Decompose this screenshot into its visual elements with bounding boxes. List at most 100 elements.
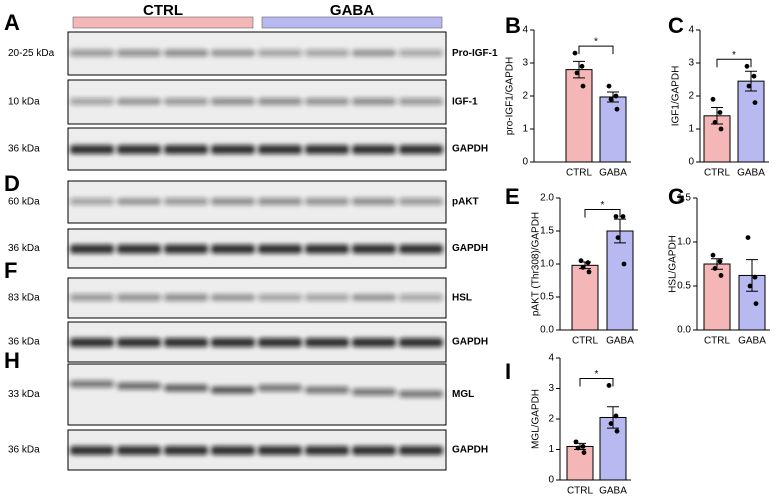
data-point [586,269,592,275]
band [258,98,302,105]
band-label: MGL [452,389,474,400]
bar [599,96,627,163]
y-tick-label: 1.0 [540,259,554,270]
y-axis-label: pro-IGF1/GAPDH [505,57,516,135]
band-label: GAPDH [452,337,488,348]
band [164,446,208,455]
bar [566,445,594,481]
band [305,145,349,154]
band [117,338,161,347]
data-point [712,266,718,271]
x-tick-label: CTRL [704,336,731,347]
data-point [745,235,751,241]
band [70,380,114,388]
error-bar [745,70,757,92]
bands [70,198,443,205]
x-tick-label: CTRL [704,168,731,179]
data-point [614,428,620,434]
data-point [710,96,716,102]
band [70,244,114,254]
band [258,294,302,301]
data-point [608,421,614,426]
data-point [613,93,619,99]
y-tick-label: 1.5 [677,193,691,204]
band [117,145,161,154]
data-point [580,83,586,89]
data-point [585,260,591,266]
y-axis-label: MGL/GAPDH [531,389,542,449]
bands [70,294,443,301]
y-tick-label: 2 [688,91,694,102]
band [305,294,349,301]
y-axis-label: pAKT (Thr308)/GAPDH [531,212,542,316]
bands [70,380,443,398]
band [164,244,208,254]
data-point [717,258,723,264]
significance-label: * [595,369,599,380]
significance-label: * [594,37,598,48]
x-tick-label: GABA [738,336,766,347]
x-tick-label: GABA [737,168,765,179]
band-label: pAKT [452,197,479,208]
y-tick-label: 1 [688,124,694,135]
band [211,49,255,57]
bar [606,230,634,331]
band [258,198,302,205]
y-tick-label: 0 [688,157,694,168]
band [352,338,396,347]
group-bar [261,16,443,29]
band [352,446,396,455]
band [211,386,255,394]
band [70,145,114,154]
significance-bracket [579,377,614,387]
data-point [613,214,619,219]
band [352,388,396,396]
band [305,198,349,205]
bar [571,264,599,331]
data-point [581,450,587,455]
panel-letter: F [4,258,17,283]
data-point [573,439,579,445]
band [164,98,208,105]
y-tick-label: 3 [522,58,528,69]
band [164,49,208,57]
band [164,145,208,154]
band [258,384,302,392]
group-bar [72,16,254,29]
y-tick-label: 1 [522,124,528,135]
x-tick-label: GABA [599,168,627,179]
bands [70,98,443,105]
band [164,384,208,392]
band [352,244,396,254]
band [305,244,349,254]
data-point [751,73,757,79]
band [211,98,255,105]
significance-label: * [732,50,736,61]
significance-bracket [578,45,614,55]
band [399,244,443,254]
y-tick-label: 0.5 [540,292,554,303]
band-label: IGF-1 [452,97,478,108]
band [211,294,255,301]
y-tick-label: 0 [548,475,554,486]
band [70,49,114,57]
panel-letter: B [505,13,521,38]
band [399,98,443,105]
data-point [718,126,724,132]
y-tick-label: 2 [522,91,528,102]
band [258,145,302,154]
band [305,49,349,57]
y-tick-label: 4 [688,25,694,36]
band [117,49,161,57]
significance-bracket [716,58,752,68]
band [164,198,208,205]
data-point [606,83,612,89]
data-point [580,264,586,270]
data-point [608,96,614,102]
data-point [579,63,585,69]
band-label: GAPDH [452,445,488,456]
group-label: CTRL [143,2,183,19]
band [399,294,443,301]
data-point [717,110,723,115]
